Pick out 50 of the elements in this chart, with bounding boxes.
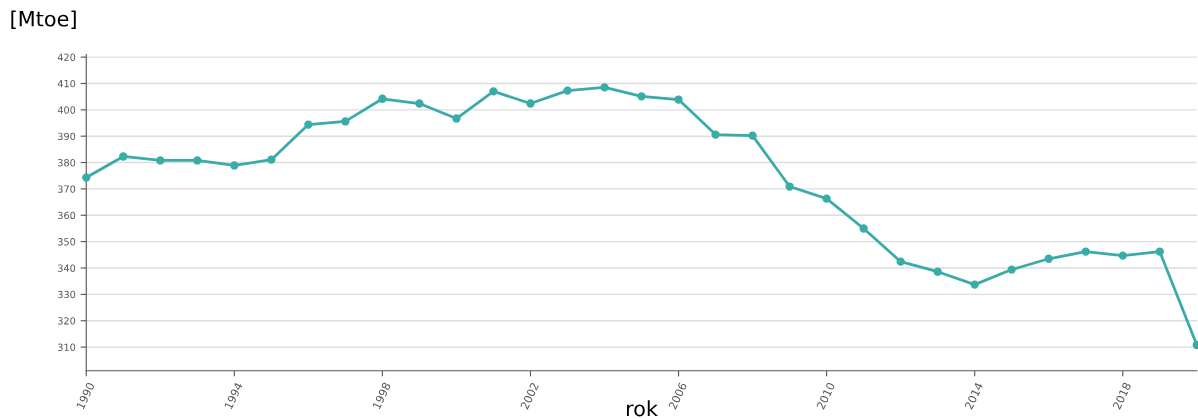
point <box>674 95 683 104</box>
x-tick-label: 1998 <box>372 382 391 410</box>
point <box>563 86 572 95</box>
y-tick-label: 400 <box>57 106 76 114</box>
point <box>859 224 868 233</box>
y-axis-title: [Mtoe] <box>11 10 76 30</box>
point <box>748 131 757 140</box>
point <box>711 130 720 139</box>
x-tick-label: 2010 <box>816 381 836 410</box>
point <box>489 87 498 96</box>
y-tick-label: 360 <box>58 211 76 220</box>
point <box>452 114 461 123</box>
point <box>82 173 91 182</box>
point <box>526 99 535 108</box>
point <box>341 117 350 126</box>
point <box>156 156 165 165</box>
point <box>785 182 794 191</box>
x-tick-label: 1994 <box>224 381 243 410</box>
x-axis-title: rok <box>626 400 658 417</box>
point <box>415 99 424 108</box>
point <box>230 161 239 170</box>
point <box>933 267 942 276</box>
y-tick-label: 350 <box>58 238 76 246</box>
point <box>304 120 313 129</box>
y-tick-label: 370 <box>58 185 76 193</box>
y-tick-label: 310 <box>58 343 76 351</box>
point <box>600 83 609 92</box>
point <box>1081 247 1090 256</box>
point <box>119 152 128 161</box>
y-tick-label: 380 <box>58 159 76 167</box>
y-tick-label: 410 <box>57 79 76 88</box>
point <box>193 156 202 165</box>
point <box>822 194 831 203</box>
y-tick-label: 320 <box>58 317 76 325</box>
x-tick-label: 1990 <box>76 381 95 410</box>
point <box>1007 265 1016 274</box>
y-tick-label: 390 <box>58 132 76 141</box>
x-tick-label: 2018 <box>1112 382 1132 410</box>
y-tick-label: 340 <box>58 264 76 272</box>
point <box>970 280 979 289</box>
x-tick-label: 2014 <box>964 381 984 410</box>
point <box>1044 254 1053 263</box>
point <box>267 155 276 164</box>
point <box>378 94 387 103</box>
point <box>637 92 646 101</box>
y-tick-label: 420 <box>57 53 76 61</box>
y-tick-label: 330 <box>58 290 76 299</box>
point <box>1118 251 1127 260</box>
point <box>896 257 905 266</box>
point <box>1155 247 1164 256</box>
